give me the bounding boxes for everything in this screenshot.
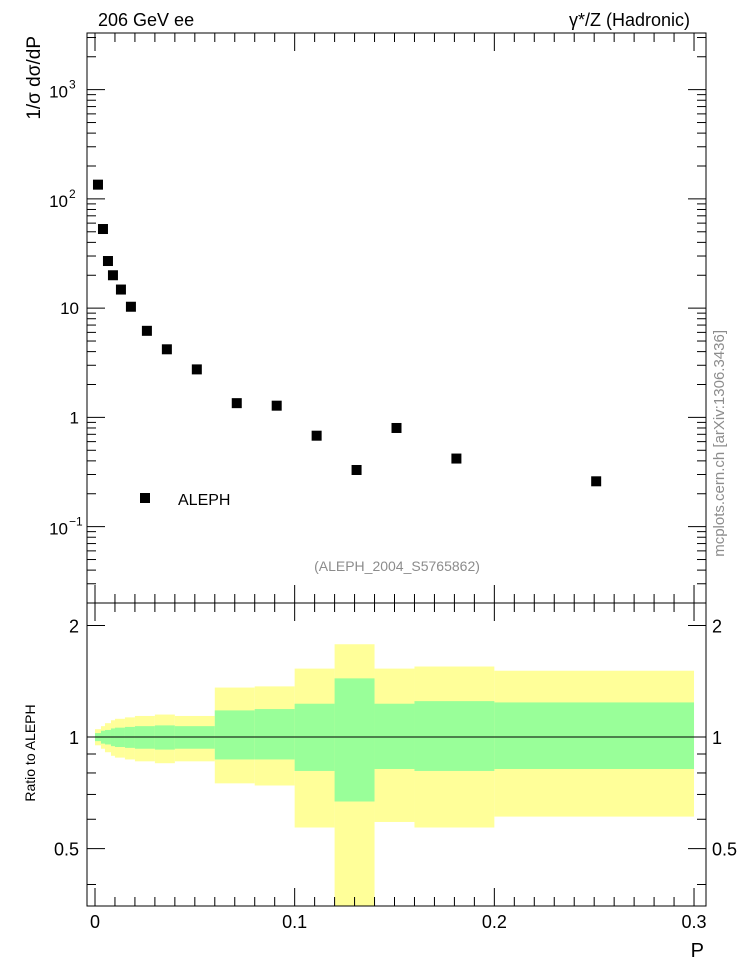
data-point-9	[231, 398, 242, 409]
band-inner-13	[374, 703, 415, 769]
main-ytick-label-2: 10	[60, 299, 79, 318]
data-point-3	[107, 270, 118, 281]
ratio-y-axis-title: Ratio to ALEPH	[22, 704, 38, 801]
data-point-14	[451, 453, 462, 464]
data-point-13	[391, 422, 402, 433]
ratio-bands	[94, 644, 695, 906]
band-inner-14	[414, 701, 495, 771]
main-y-axis-title: 1/σ dσ/dP	[24, 36, 45, 120]
data-point-11	[311, 430, 322, 441]
data-point-0	[92, 179, 103, 190]
header-left: 206 GeV ee	[98, 10, 194, 30]
band-inner-15	[494, 702, 695, 769]
side-credit-label: mcplots.cern.ch [arXiv:1306.3436]	[711, 330, 728, 557]
ratio-ytick-label-right-1: 1	[712, 728, 722, 748]
data-point-10	[271, 400, 282, 411]
legend-label-aleph: ALEPH	[178, 492, 230, 509]
main-ytick-exp-4: 3	[69, 78, 76, 92]
data-point-1	[97, 224, 108, 235]
data-point-7	[161, 344, 172, 355]
analysis-label: (ALEPH_2004_S5765862)	[314, 558, 480, 574]
band-inner-10	[254, 709, 295, 760]
data-point-4	[115, 284, 126, 295]
xtick-label-2: 0.2	[482, 912, 507, 932]
ratio-ytick-label-right-2: 2	[712, 616, 722, 636]
band-inner-9	[214, 710, 255, 760]
ratio-panel: 0.5 0.5 1 1 2 2 0 0.1 0.2 0.3	[54, 602, 737, 932]
data-point-6	[141, 325, 152, 336]
ratio-ytick-label-left-2: 2	[69, 616, 79, 636]
data-point-8	[191, 364, 202, 375]
main-ytick-label-0: 10	[49, 520, 68, 539]
data-point-12	[351, 464, 362, 475]
data-point-5	[125, 301, 136, 312]
xtick-label-1: 0.1	[282, 912, 307, 932]
x-axis-title: P	[691, 940, 704, 962]
xtick-label-0: 0	[90, 912, 100, 932]
xtick-label-3: 0.3	[682, 912, 707, 932]
ratio-ytick-label-right-0: 0.5	[712, 840, 737, 860]
main-frame	[86, 32, 707, 604]
data-point-2	[102, 256, 113, 267]
main-ytick-exp-3: 2	[69, 187, 76, 201]
ratio-ytick-label-left-1: 1	[69, 728, 79, 748]
ratio-frame	[86, 602, 707, 907]
data-points	[92, 179, 602, 487]
main-ytick-label-4: 10	[49, 83, 68, 102]
data-point-15	[591, 476, 602, 487]
main-ytick-exp-0: −1	[69, 515, 83, 529]
main-ytick-label-3: 10	[49, 192, 68, 211]
ratio-ytick-label-left-0: 0.5	[54, 840, 79, 860]
legend: ALEPH	[140, 492, 230, 509]
ratio-ticks: 0.5 0.5 1 1 2 2 0 0.1 0.2 0.3	[54, 603, 737, 932]
band-inner-12	[334, 678, 375, 802]
legend-marker	[140, 493, 150, 503]
header-right: γ*/Z (Hadronic)	[569, 10, 690, 30]
main-ytick-label-1: 1	[70, 408, 79, 427]
